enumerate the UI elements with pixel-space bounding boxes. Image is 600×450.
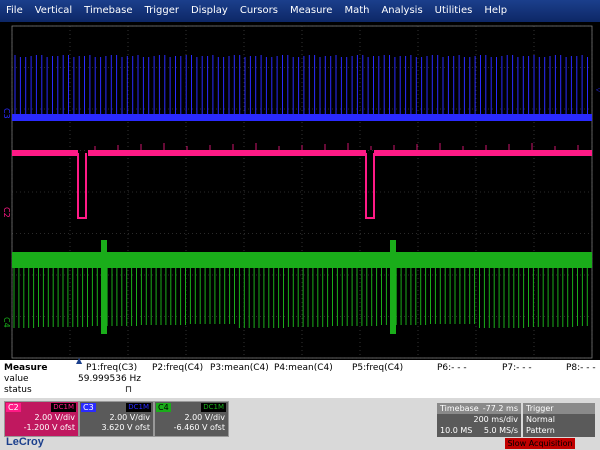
c2-trace-dropout [77,153,87,219]
c4-offset: -6.460 V ofst [173,423,225,432]
c4-coupling: DC1M [201,403,226,412]
channel-box-c3[interactable]: C3 DC1M 2.00 V/div 3.620 V ofst [79,401,154,437]
measure-panel: Measure value status 59.999536 Hz ⊓ ▲ P1… [0,356,600,398]
menu-item-math[interactable]: Math [344,5,370,16]
menu-item-file[interactable]: File [6,5,23,16]
c3-trace-spikes [14,55,588,114]
c4-tag: C4 [156,403,171,412]
menu-item-vertical[interactable]: Vertical [34,5,73,16]
c2-trace-ticks [94,143,579,150]
c4-trace-spikes [13,268,588,328]
trigger-type: Pattern [526,426,555,435]
c2-coupling: DC1M [51,403,76,412]
trigger-box[interactable]: Trigger Normal Pattern [523,403,595,437]
menu-bar: File Vertical Timebase Trigger Display Cursor… [0,0,600,22]
timebase-samples: 10.0 MS [440,426,473,435]
menu-item-help[interactable]: Help [484,5,508,16]
c4-trace-band [12,252,592,268]
p1-status: ⊓ [125,385,133,395]
c2-trace-dropout [365,153,375,219]
channel-box-c2[interactable]: C2 DC1M 2.00 V/div -1.200 V ofst [4,401,79,437]
menu-item-utilities[interactable]: Utilities [434,5,473,16]
c3-offset: 3.620 V ofst [101,423,150,432]
measure-param-p3[interactable]: P3:mean(C4) [210,363,269,373]
timebase-box[interactable]: Timebase -77.2 ms 200 ms/div 10.0 MS 5.0 M… [437,403,521,437]
menu-item-timebase[interactable]: Timebase [84,5,133,16]
channel-label-c2: C2 [2,207,11,218]
measure-param-p5[interactable]: P5:freq(C4) [352,363,404,373]
c3-tag: C3 [81,403,96,412]
waveform-display[interactable]: ◁ C3 C2 C4 [0,22,600,360]
c2-offset: -1.200 V ofst [23,423,75,432]
menu-item-display[interactable]: Display [190,5,228,16]
menu-item-measure[interactable]: Measure [289,5,333,16]
channel-label-c3: C3 [2,108,11,119]
c2-trace-band [374,150,592,156]
timebase-delay: -77.2 ms [482,404,518,413]
c3-coupling: DC1M [126,403,151,412]
p1-value: 59.999536 Hz [78,374,142,384]
waveform-grid: ◁ [11,25,600,359]
c4-trace-burst [101,240,107,334]
c4-vdiv: 2.00 V/div [184,413,225,422]
measure-param-p8[interactable]: P8:- - - [566,363,596,373]
c2-trace-band [88,150,366,156]
c2-tag: C2 [6,403,21,412]
trigger-label: Trigger [523,403,595,414]
measure-param-p1[interactable]: P1:freq(C3) [86,363,138,373]
c3-trace-band [12,114,592,121]
measure-title: Measure [4,363,48,373]
timebase-rate: 5.0 MS/s [483,426,518,435]
timebase-tdiv: 200 ms/div [473,415,518,424]
measure-param-p4[interactable]: P4:mean(C4) [274,363,333,373]
p-marker-icon: ▲ [76,356,83,365]
c2-trace-band [12,150,78,156]
channel-box-c4[interactable]: C4 DC1M 2.00 V/div -6.460 V ofst [154,401,229,437]
acquisition-status: Slow Acquisition [505,438,575,449]
menu-item-cursors[interactable]: Cursors [239,5,278,16]
menu-item-analysis[interactable]: Analysis [381,5,423,16]
measure-value-label: value [4,374,29,384]
measure-param-p6[interactable]: P6:- - - [437,363,467,373]
c4-trace-burst [390,240,396,334]
c2-vdiv: 2.00 V/div [34,413,75,422]
measure-status-label: status [4,385,32,395]
lecroy-logo: LeCroy [6,436,44,448]
measure-param-p7[interactable]: P7:- - - [502,363,532,373]
menu-item-trigger[interactable]: Trigger [144,5,179,16]
timebase-label: Timebase [440,404,479,413]
trigger-mode: Normal [526,415,555,424]
channel-label-c4: C4 [2,317,11,328]
grid-border [11,25,593,359]
c3-vdiv: 2.00 V/div [109,413,150,422]
measure-param-p2[interactable]: P2:freq(C4) [152,363,204,373]
c3-trigger-marker: ◁ [595,85,600,94]
